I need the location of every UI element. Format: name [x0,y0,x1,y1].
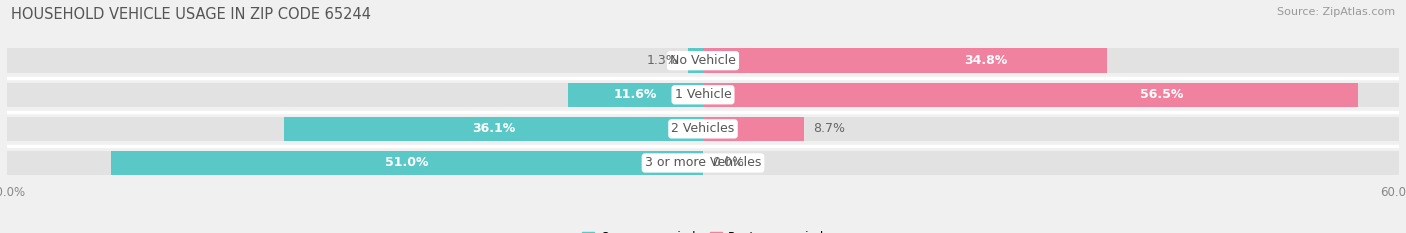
Bar [703,48,1399,73]
Bar [703,82,1399,107]
Text: 3 or more Vehicles: 3 or more Vehicles [645,157,761,169]
Text: Source: ZipAtlas.com: Source: ZipAtlas.com [1277,7,1395,17]
Bar [703,48,1107,73]
Text: 51.0%: 51.0% [385,157,429,169]
Text: 11.6%: 11.6% [614,88,658,101]
Bar [703,151,1399,175]
Text: 56.5%: 56.5% [1140,88,1184,101]
Text: No Vehicle: No Vehicle [671,54,735,67]
Bar [7,48,703,73]
Text: HOUSEHOLD VEHICLE USAGE IN ZIP CODE 65244: HOUSEHOLD VEHICLE USAGE IN ZIP CODE 6524… [11,7,371,22]
Text: 0.0%: 0.0% [713,157,744,169]
Text: 1.3%: 1.3% [647,54,679,67]
Bar [111,151,703,175]
Text: 8.7%: 8.7% [813,122,845,135]
Bar [284,116,703,141]
Bar [568,82,703,107]
Bar [703,116,804,141]
Bar [7,116,703,141]
Text: 34.8%: 34.8% [965,54,1007,67]
Bar [7,151,703,175]
Text: 36.1%: 36.1% [472,122,515,135]
Legend: Owner-occupied, Renter-occupied: Owner-occupied, Renter-occupied [578,226,828,233]
Bar [7,82,703,107]
Text: 1 Vehicle: 1 Vehicle [675,88,731,101]
Bar [703,82,1358,107]
Text: 2 Vehicles: 2 Vehicles [672,122,734,135]
Bar [688,48,703,73]
Bar [703,116,1399,141]
